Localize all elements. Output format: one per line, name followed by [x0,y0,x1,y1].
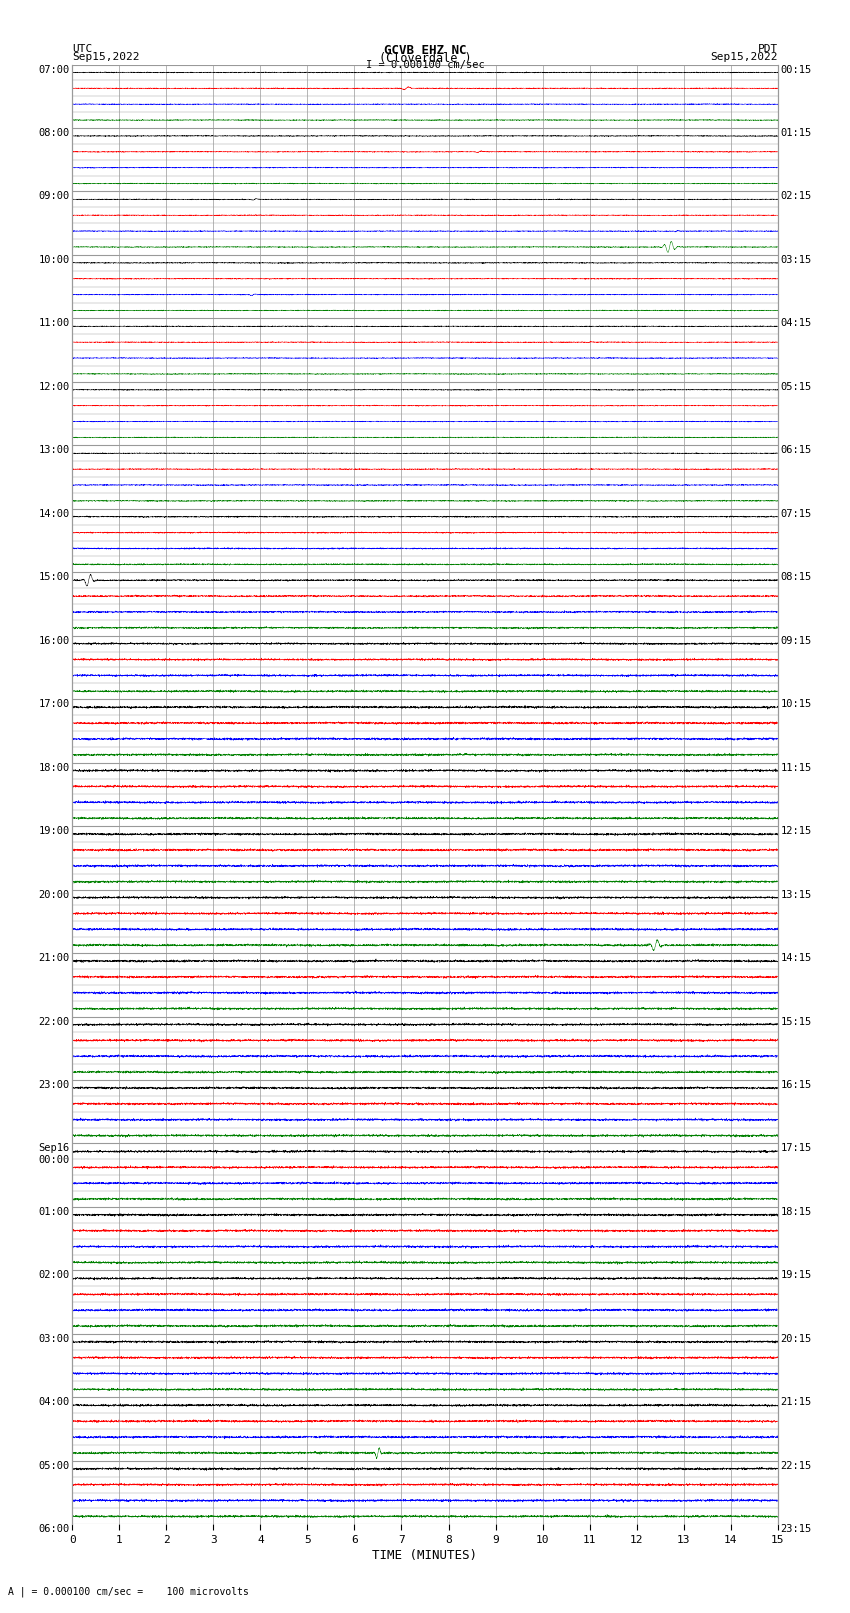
Text: (Cloverdale ): (Cloverdale ) [379,52,471,65]
X-axis label: TIME (MINUTES): TIME (MINUTES) [372,1548,478,1561]
Text: Sep15,2022: Sep15,2022 [72,52,139,61]
Text: GCVB EHZ NC: GCVB EHZ NC [383,44,467,56]
Text: PDT: PDT [757,44,778,53]
Text: UTC: UTC [72,44,93,53]
Text: A | = 0.000100 cm/sec =    100 microvolts: A | = 0.000100 cm/sec = 100 microvolts [8,1586,249,1597]
Text: I = 0.000100 cm/sec: I = 0.000100 cm/sec [366,60,484,69]
Text: Sep15,2022: Sep15,2022 [711,52,778,61]
